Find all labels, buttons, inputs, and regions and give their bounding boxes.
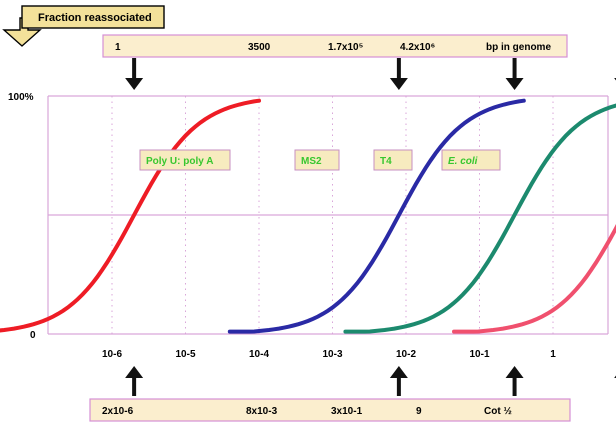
curve-layer <box>0 98 616 334</box>
up-arrow-icon <box>389 366 408 396</box>
series-curve-1 <box>227 98 526 334</box>
x-tick-label: 10-3 <box>322 349 342 360</box>
series-callout-box <box>139 149 231 171</box>
down-arrow-icon <box>505 58 524 90</box>
x-tick-label: 1 <box>550 349 556 360</box>
x-tick-label: 10-4 <box>249 349 269 360</box>
up-arrow-icon <box>125 366 144 396</box>
chart-title-box <box>21 5 165 29</box>
y-tick-label-100: 100% <box>8 92 34 103</box>
tick-layer: 10-610-510-410-310-210-111010²10³10⁴100%… <box>8 92 556 360</box>
series-callout-label: T4 <box>380 156 392 167</box>
chart-title-group: Fraction reassociated <box>2 5 165 47</box>
genome-bp-label-1: 3500 <box>248 42 271 53</box>
y-tick-label-0: 0 <box>30 330 36 341</box>
series-callout-label: E. coli <box>448 156 478 167</box>
series-curve-0 <box>0 98 261 333</box>
x-tick-label: 10-6 <box>102 349 122 360</box>
genome-bp-label-3: 4.2x10⁶ <box>400 42 435 53</box>
down-arrow-icon <box>125 58 144 90</box>
top-axis-label: bp in genome <box>486 42 551 53</box>
x-tick-label: 10-2 <box>396 349 416 360</box>
arrow-layer <box>125 58 616 396</box>
chart-title: Fraction reassociated <box>38 12 152 24</box>
up-arrow-icon <box>505 366 524 396</box>
down-arrow-icon <box>389 58 408 90</box>
series-callout-box <box>373 149 413 171</box>
series-callout-label: Poly U: poly A <box>146 156 213 167</box>
genome-bp-label-0: 1 <box>115 42 121 53</box>
callout-layer: Poly U: poly A MS2 T4 E. coli <box>139 149 501 171</box>
x-tick-label: 10-5 <box>175 349 195 360</box>
bottom-banner-box <box>89 398 571 422</box>
cot-half-label-2: 3x10-1 <box>331 406 363 417</box>
series-curve-2 <box>343 103 616 334</box>
series-callout-box <box>441 149 501 171</box>
bottom-axis-label: Cot ½ <box>484 406 512 417</box>
top-banner-box <box>102 34 568 58</box>
series-callout-box <box>294 149 340 171</box>
top-banner: 1 3500 1.7x10⁵ 4.2x10⁶ bp in genome <box>102 34 568 58</box>
genome-bp-label-2: 1.7x10⁵ <box>328 42 364 53</box>
bottom-banner: 2x10-6 8x10-3 3x10-1 9 Cot ½ <box>89 398 571 422</box>
cot-half-label-3: 9 <box>416 406 422 417</box>
cot-half-label-1: 8x10-3 <box>246 406 278 417</box>
series-curve-3 <box>452 224 616 334</box>
x-tick-label: 10-1 <box>469 349 489 360</box>
cot-half-label-0: 2x10-6 <box>102 406 134 417</box>
series-callout-label: MS2 <box>301 156 322 167</box>
